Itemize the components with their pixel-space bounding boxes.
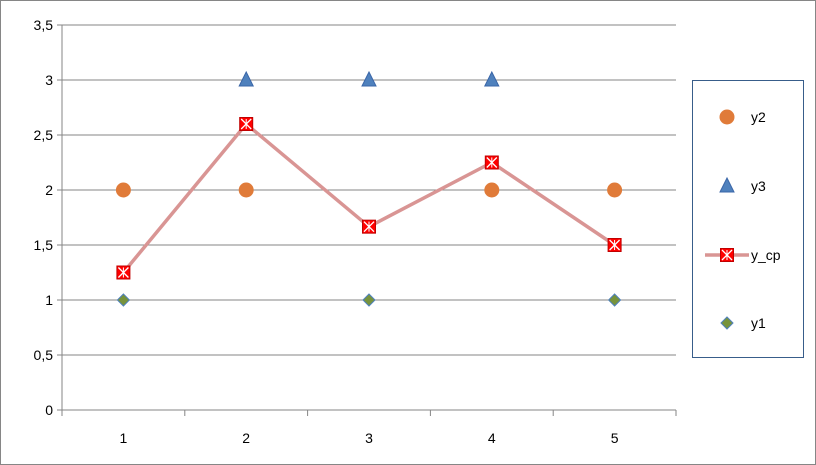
- point-y3-4: [483, 70, 500, 87]
- x-tick-label: 3: [365, 430, 373, 446]
- point-y2-4: [484, 182, 500, 198]
- legend-entry-y_cp: y_cp: [705, 247, 781, 263]
- point-y_cp-2: [239, 117, 254, 131]
- legend-marker: [719, 109, 735, 125]
- point-y2-2: [238, 182, 254, 198]
- point-y1-5: [607, 293, 622, 307]
- legend: [692, 80, 804, 358]
- legend-entry-y1: y1: [720, 315, 766, 331]
- point-y_cp-1: [116, 265, 131, 280]
- legend-label: y3: [751, 178, 766, 194]
- y-tick-label: 3,5: [34, 17, 54, 33]
- marker-shape: [238, 70, 255, 87]
- x-tick-label: 5: [611, 430, 619, 446]
- legend-entry-y3: y3: [719, 176, 766, 194]
- legend-label: y_cp: [751, 247, 781, 263]
- point-y2-1: [115, 182, 131, 198]
- axes: [57, 24, 677, 416]
- marker-shape: [362, 293, 376, 307]
- legend-marker: [719, 176, 735, 193]
- marker-shape: [719, 109, 735, 125]
- marker-shape: [483, 70, 500, 87]
- marker-shape: [484, 182, 500, 198]
- point-y3-2: [238, 70, 255, 87]
- point-y_cp-3: [362, 219, 376, 234]
- point-y_cp-4: [484, 155, 499, 170]
- point-y2-5: [607, 182, 623, 198]
- series-markers: [115, 70, 623, 307]
- legend-marker: [720, 316, 734, 330]
- point-y_cp-5: [607, 238, 622, 252]
- legend-label: y1: [751, 315, 766, 331]
- marker-shape: [238, 182, 254, 198]
- x-tick-label: 4: [488, 430, 496, 446]
- point-y1-3: [362, 293, 376, 307]
- x-axis-tick-labels: 1 2 3 4 5: [120, 430, 619, 446]
- marker-shape: [607, 293, 622, 307]
- marker-shape: [116, 293, 131, 307]
- y-tick-label: 2,5: [34, 127, 54, 143]
- y-tick-label: 3: [45, 72, 53, 88]
- y-tick-label: 1: [45, 292, 53, 308]
- point-y3-3: [361, 70, 377, 87]
- marker-shape: [607, 182, 623, 198]
- y-tick-label: 0: [45, 402, 53, 418]
- marker-shape: [361, 70, 377, 87]
- legend-marker: [720, 248, 734, 262]
- x-tick-label: 2: [242, 430, 250, 446]
- y-tick-label: 0,5: [34, 347, 54, 363]
- marker-shape: [115, 182, 131, 198]
- y-axis-tick-labels: 0 0,5 1 1,5 2 2,5 3 3,5: [34, 17, 54, 418]
- point-y1-1: [116, 293, 131, 307]
- y-tick-label: 1,5: [34, 237, 54, 253]
- x-tick-label: 1: [120, 430, 128, 446]
- marker-shape: [720, 316, 734, 330]
- marker-shape: [719, 176, 735, 193]
- y-tick-label: 2: [45, 182, 53, 198]
- legend-label: y2: [751, 109, 766, 125]
- legend-entry-y2: y2: [719, 109, 766, 125]
